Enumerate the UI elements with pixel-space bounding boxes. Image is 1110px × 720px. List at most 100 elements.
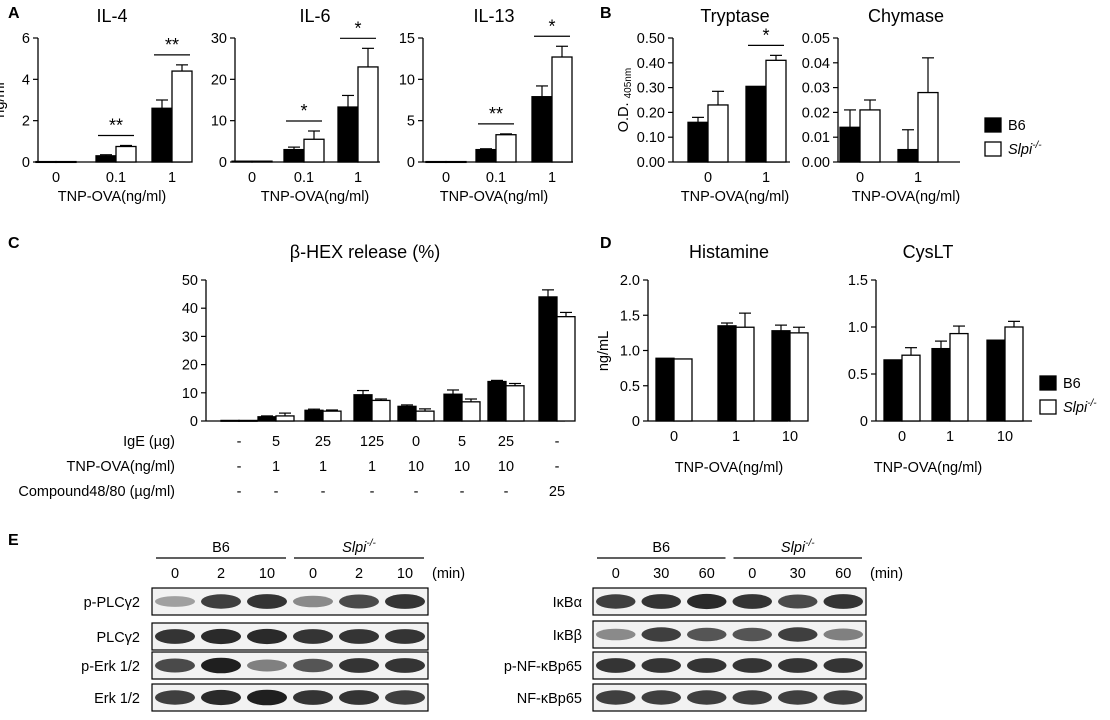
panel-label: E bbox=[8, 532, 19, 549]
y-tick-label: 4 bbox=[22, 72, 30, 88]
bar-b6 bbox=[717, 325, 737, 422]
table-cell: 1 bbox=[272, 459, 280, 475]
blot-band bbox=[155, 658, 195, 673]
y-axis-label-sub: 405nm bbox=[623, 68, 634, 99]
blot-band bbox=[732, 594, 772, 609]
bar-slpi bbox=[371, 399, 391, 422]
blot-time-label: 0 bbox=[748, 566, 756, 582]
y-tick-label: 0 bbox=[219, 155, 227, 171]
legend-label-sup: -/- bbox=[1087, 398, 1097, 409]
table-cell: 1 bbox=[319, 459, 327, 475]
bar-b6 bbox=[151, 107, 173, 163]
x-tick-label: 1 bbox=[168, 170, 176, 186]
bar-slpi bbox=[322, 410, 342, 422]
x-tick-label: 0 bbox=[442, 170, 450, 186]
blot-strip bbox=[592, 587, 867, 616]
blot-group-label: Slpi-/- bbox=[342, 538, 376, 556]
y-tick-label: 0 bbox=[407, 155, 415, 171]
chart-title: CysLT bbox=[903, 242, 954, 262]
y-tick-label: 15 bbox=[399, 31, 415, 47]
panel-label: B bbox=[600, 5, 612, 22]
y-tick-label: 6 bbox=[22, 31, 30, 47]
blot-time-label: 10 bbox=[397, 566, 413, 582]
x-axis-label: TNP-OVA(ng/ml) bbox=[58, 189, 167, 205]
chart-A-IL-6: IL-6 0 10 20 30 0 0.1 1 TNP-OVA(ng/ml) * * bbox=[211, 6, 380, 205]
y-tick-label: 1.0 bbox=[620, 344, 640, 360]
blot-band bbox=[155, 629, 195, 644]
blot-row-label: PLCγ2 bbox=[96, 630, 140, 646]
x-axis-label: TNP-OVA(ng/ml) bbox=[874, 460, 983, 476]
bar-b6 bbox=[531, 96, 553, 163]
x-tick-label: 0 bbox=[248, 170, 256, 186]
chart-D-CysLT: CysLT 0 0.5 1.0 1.5 0 1 10 TNP-OVA(ng/ml) bbox=[848, 242, 1032, 476]
blot-band bbox=[641, 690, 681, 705]
table-row-label: IgE (µg) bbox=[123, 434, 175, 450]
y-tick-label: 1.0 bbox=[848, 320, 868, 336]
y-tick-label: 0 bbox=[190, 414, 198, 430]
bar-slpi bbox=[707, 104, 729, 163]
table-cell: 5 bbox=[458, 434, 466, 450]
bar-b6 bbox=[745, 85, 767, 163]
y-tick-label: 0.30 bbox=[637, 81, 665, 97]
table-cell: 1 bbox=[368, 459, 376, 475]
blot-band bbox=[247, 594, 287, 609]
y-axis-label-main: O.D. bbox=[616, 98, 632, 132]
bar-b6 bbox=[425, 160, 447, 164]
blot-time-label: 0 bbox=[309, 566, 317, 582]
y-tick-label: 0.04 bbox=[802, 56, 830, 72]
bar-slpi bbox=[461, 401, 481, 422]
blot-row-label: IκBα bbox=[553, 595, 582, 611]
blot-band bbox=[596, 594, 636, 609]
table-cell: - bbox=[414, 484, 419, 500]
blot-band bbox=[385, 658, 425, 673]
blot-band bbox=[732, 627, 772, 642]
bar-slpi bbox=[115, 145, 137, 163]
blot-time-unit: (min) bbox=[432, 566, 465, 582]
bar-slpi bbox=[556, 316, 576, 422]
panel-label: C bbox=[8, 235, 20, 252]
legend-label: B6 bbox=[1063, 376, 1081, 392]
table-cell: 10 bbox=[454, 459, 470, 475]
table-cell: - bbox=[274, 484, 279, 500]
y-tick-label: 2 bbox=[22, 114, 30, 130]
table-cell: 5 bbox=[272, 434, 280, 450]
y-tick-label: 0 bbox=[22, 155, 30, 171]
y-tick-label: 5 bbox=[407, 114, 415, 130]
y-tick-label: 0.5 bbox=[848, 367, 868, 383]
blot-band bbox=[293, 690, 333, 705]
y-axis-label: ng/mL bbox=[596, 331, 612, 371]
x-tick-label: 0 bbox=[52, 170, 60, 186]
table-cell: 25 bbox=[549, 484, 565, 500]
blot-band bbox=[778, 627, 818, 642]
table-cell: - bbox=[370, 484, 375, 500]
chart-title: IL-6 bbox=[299, 6, 330, 26]
significance-mark: * bbox=[300, 101, 307, 121]
bar-slpi bbox=[859, 109, 881, 163]
blot-group-label-sup: -/- bbox=[366, 538, 376, 549]
blot-row-label: Erk 1/2 bbox=[94, 691, 140, 707]
blot-strip bbox=[592, 620, 867, 649]
blot-band bbox=[687, 658, 727, 673]
y-tick-label: 0.5 bbox=[620, 379, 640, 395]
bar-b6 bbox=[304, 409, 324, 422]
blot-band bbox=[732, 690, 772, 705]
blot-band bbox=[155, 690, 195, 705]
blot-group-label: B6 bbox=[212, 540, 230, 556]
y-tick-label: 10 bbox=[399, 72, 415, 88]
legend-swatch bbox=[984, 141, 1002, 157]
legend-swatch bbox=[1039, 399, 1057, 415]
y-tick-label: 40 bbox=[182, 301, 198, 317]
bar-b6 bbox=[443, 393, 463, 422]
y-tick-label: 30 bbox=[182, 329, 198, 345]
blot-group-label-text: B6 bbox=[652, 540, 670, 556]
table-row-label: TNP-OVA(ng/ml) bbox=[67, 459, 176, 475]
blot-strip bbox=[151, 587, 429, 616]
x-tick-label: 1 bbox=[946, 429, 954, 445]
panel-label: D bbox=[600, 235, 612, 252]
blot-time-label: 2 bbox=[355, 566, 363, 582]
y-tick-label: 0.00 bbox=[637, 155, 665, 171]
y-tick-label: 0.20 bbox=[637, 105, 665, 121]
bar-b6 bbox=[771, 330, 791, 422]
blot-band bbox=[687, 593, 727, 610]
